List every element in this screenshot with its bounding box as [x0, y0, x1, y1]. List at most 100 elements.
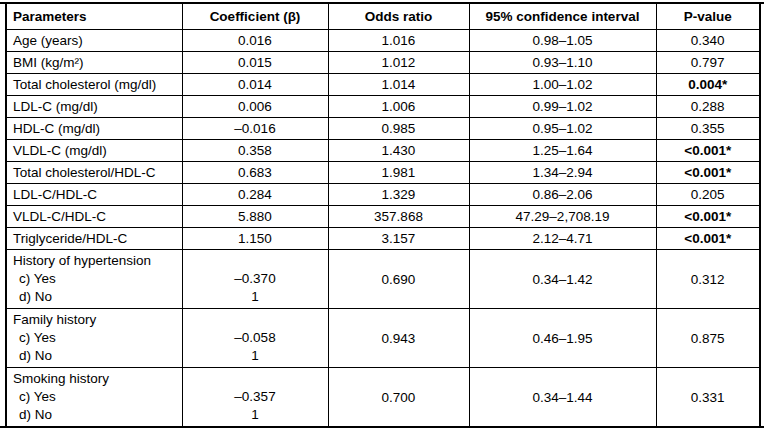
cell-parameter: VLDL-C (mg/dl)	[6, 140, 182, 162]
parameter-option-yes: c) Yes	[13, 388, 178, 406]
cell-confidence-interval: 1.34–2.94	[469, 162, 656, 184]
cell-odds-ratio: 3.157	[328, 228, 469, 250]
cell-p-value: 0.355	[656, 118, 760, 140]
parameter-option-yes: c) Yes	[13, 270, 178, 288]
cell-coefficient: –0.357 1	[182, 368, 328, 427]
cell-confidence-interval: 47.29–2,708.19	[469, 206, 656, 228]
cell-coefficient: –0.058 1	[182, 309, 328, 368]
parameter-group-label: History of hypertension	[13, 252, 178, 270]
cell-odds-ratio: 1.006	[328, 96, 469, 118]
cell-p-value: <0.001*	[656, 140, 760, 162]
cell-odds-ratio: 0.700	[328, 368, 469, 427]
column-header-parameters: Parameters	[6, 4, 182, 30]
column-header-confidence-interval: 95% confidence interval	[469, 4, 656, 30]
table-row: Age (years) 0.016 1.016 0.98–1.05 0.340	[6, 30, 760, 52]
cell-parameter: BMI (kg/m²)	[6, 52, 182, 74]
cell-confidence-interval: 0.86–2.06	[469, 184, 656, 206]
cell-p-value: <0.001*	[656, 206, 760, 228]
table-row: Triglyceride/HDL-C 1.150 3.157 2.12–4.71…	[6, 228, 760, 250]
cell-parameter: Total cholesterol/HDL-C	[6, 162, 182, 184]
cell-coefficient: 0.016	[182, 30, 328, 52]
cell-coefficient: 0.006	[182, 96, 328, 118]
table-row: History of hypertension c) Yes d) No –0.…	[6, 250, 760, 309]
cell-odds-ratio: 1.012	[328, 52, 469, 74]
table-row: Total cholesterol (mg/dl) 0.014 1.014 1.…	[6, 74, 760, 96]
parameter-option-no: d) No	[13, 347, 178, 365]
cell-confidence-interval: 0.98–1.05	[469, 30, 656, 52]
cell-parameter: LDL-C (mg/dl)	[6, 96, 182, 118]
cell-odds-ratio: 0.943	[328, 309, 469, 368]
paper-table-figure: Parameters Coefficient (β) Odds ratio 95…	[0, 2, 764, 429]
cell-coefficient: 0.015	[182, 52, 328, 74]
table-row: VLDL-C/HDL-C 5.880 357.868 47.29–2,708.1…	[6, 206, 760, 228]
table-outer-rules: Parameters Coefficient (β) Odds ratio 95…	[0, 2, 764, 428]
cell-confidence-interval: 1.00–1.02	[469, 74, 656, 96]
parameter-group-label: Family history	[13, 311, 178, 329]
cell-parameter: History of hypertension c) Yes d) No	[6, 250, 182, 309]
table-row: Total cholesterol/HDL-C 0.683 1.981 1.34…	[6, 162, 760, 184]
cell-odds-ratio: 1.014	[328, 74, 469, 96]
cell-parameter: Smoking history c) Yes d) No	[6, 368, 182, 427]
cell-odds-ratio: 357.868	[328, 206, 469, 228]
cell-parameter: Total cholesterol (mg/dl)	[6, 74, 182, 96]
cell-p-value: 0.340	[656, 30, 760, 52]
cell-confidence-interval: 0.95–1.02	[469, 118, 656, 140]
cell-confidence-interval: 2.12–4.71	[469, 228, 656, 250]
cell-p-value: 0.288	[656, 96, 760, 118]
coefficient-no: 1	[187, 288, 324, 306]
table-row: BMI (kg/m²) 0.015 1.012 0.93–1.10 0.797	[6, 52, 760, 74]
cell-coefficient: 0.284	[182, 184, 328, 206]
table-row: HDL-C (mg/dl) –0.016 0.985 0.95–1.02 0.3…	[6, 118, 760, 140]
cell-parameter: Age (years)	[6, 30, 182, 52]
cell-confidence-interval: 0.93–1.10	[469, 52, 656, 74]
column-header-coefficient: Coefficient (β)	[182, 4, 328, 30]
table-row: Family history c) Yes d) No –0.058 1 0.9…	[6, 309, 760, 368]
cell-confidence-interval: 0.34–1.44	[469, 368, 656, 427]
cell-odds-ratio: 0.985	[328, 118, 469, 140]
regression-table: Parameters Coefficient (β) Odds ratio 95…	[5, 4, 761, 426]
parameter-group-label: Smoking history	[13, 370, 178, 388]
cell-coefficient: 1.150	[182, 228, 328, 250]
cell-p-value: 0.312	[656, 250, 760, 309]
cell-parameter: Family history c) Yes d) No	[6, 309, 182, 368]
cell-parameter: LDL-C/HDL-C	[6, 184, 182, 206]
cell-confidence-interval: 0.99–1.02	[469, 96, 656, 118]
header-row: Parameters Coefficient (β) Odds ratio 95…	[6, 4, 760, 30]
cell-p-value: 0.331	[656, 368, 760, 427]
coefficient-yes: –0.058	[187, 329, 324, 347]
cell-p-value: 0.205	[656, 184, 760, 206]
cell-coefficient: –0.370 1	[182, 250, 328, 309]
cell-parameter: HDL-C (mg/dl)	[6, 118, 182, 140]
cell-odds-ratio: 0.690	[328, 250, 469, 309]
table-row: LDL-C (mg/dl) 0.006 1.006 0.99–1.02 0.28…	[6, 96, 760, 118]
parameter-option-no: d) No	[13, 288, 178, 306]
cell-coefficient: 0.014	[182, 74, 328, 96]
cell-confidence-interval: 0.34–1.42	[469, 250, 656, 309]
column-header-odds-ratio: Odds ratio	[328, 4, 469, 30]
cell-odds-ratio: 1.016	[328, 30, 469, 52]
coefficient-no: 1	[187, 406, 324, 424]
table-row: Smoking history c) Yes d) No –0.357 1 0.…	[6, 368, 760, 427]
cell-odds-ratio: 1.430	[328, 140, 469, 162]
cell-coefficient: 0.358	[182, 140, 328, 162]
cell-confidence-interval: 1.25–1.64	[469, 140, 656, 162]
cell-confidence-interval: 0.46–1.95	[469, 309, 656, 368]
cell-p-value: <0.001*	[656, 162, 760, 184]
cell-coefficient: 0.683	[182, 162, 328, 184]
column-header-p-value: P-value	[656, 4, 760, 30]
cell-parameter: Triglyceride/HDL-C	[6, 228, 182, 250]
cell-p-value: 0.797	[656, 52, 760, 74]
parameter-option-yes: c) Yes	[13, 329, 178, 347]
cell-odds-ratio: 1.329	[328, 184, 469, 206]
cell-odds-ratio: 1.981	[328, 162, 469, 184]
coefficient-no: 1	[187, 347, 324, 365]
cell-parameter: VLDL-C/HDL-C	[6, 206, 182, 228]
coefficient-yes: –0.357	[187, 388, 324, 406]
coefficient-yes: –0.370	[187, 270, 324, 288]
table-row: VLDL-C (mg/dl) 0.358 1.430 1.25–1.64 <0.…	[6, 140, 760, 162]
table-row: LDL-C/HDL-C 0.284 1.329 0.86–2.06 0.205	[6, 184, 760, 206]
parameter-option-no: d) No	[13, 406, 178, 424]
cell-p-value: <0.001*	[656, 228, 760, 250]
cell-coefficient: 5.880	[182, 206, 328, 228]
cell-p-value: 0.875	[656, 309, 760, 368]
